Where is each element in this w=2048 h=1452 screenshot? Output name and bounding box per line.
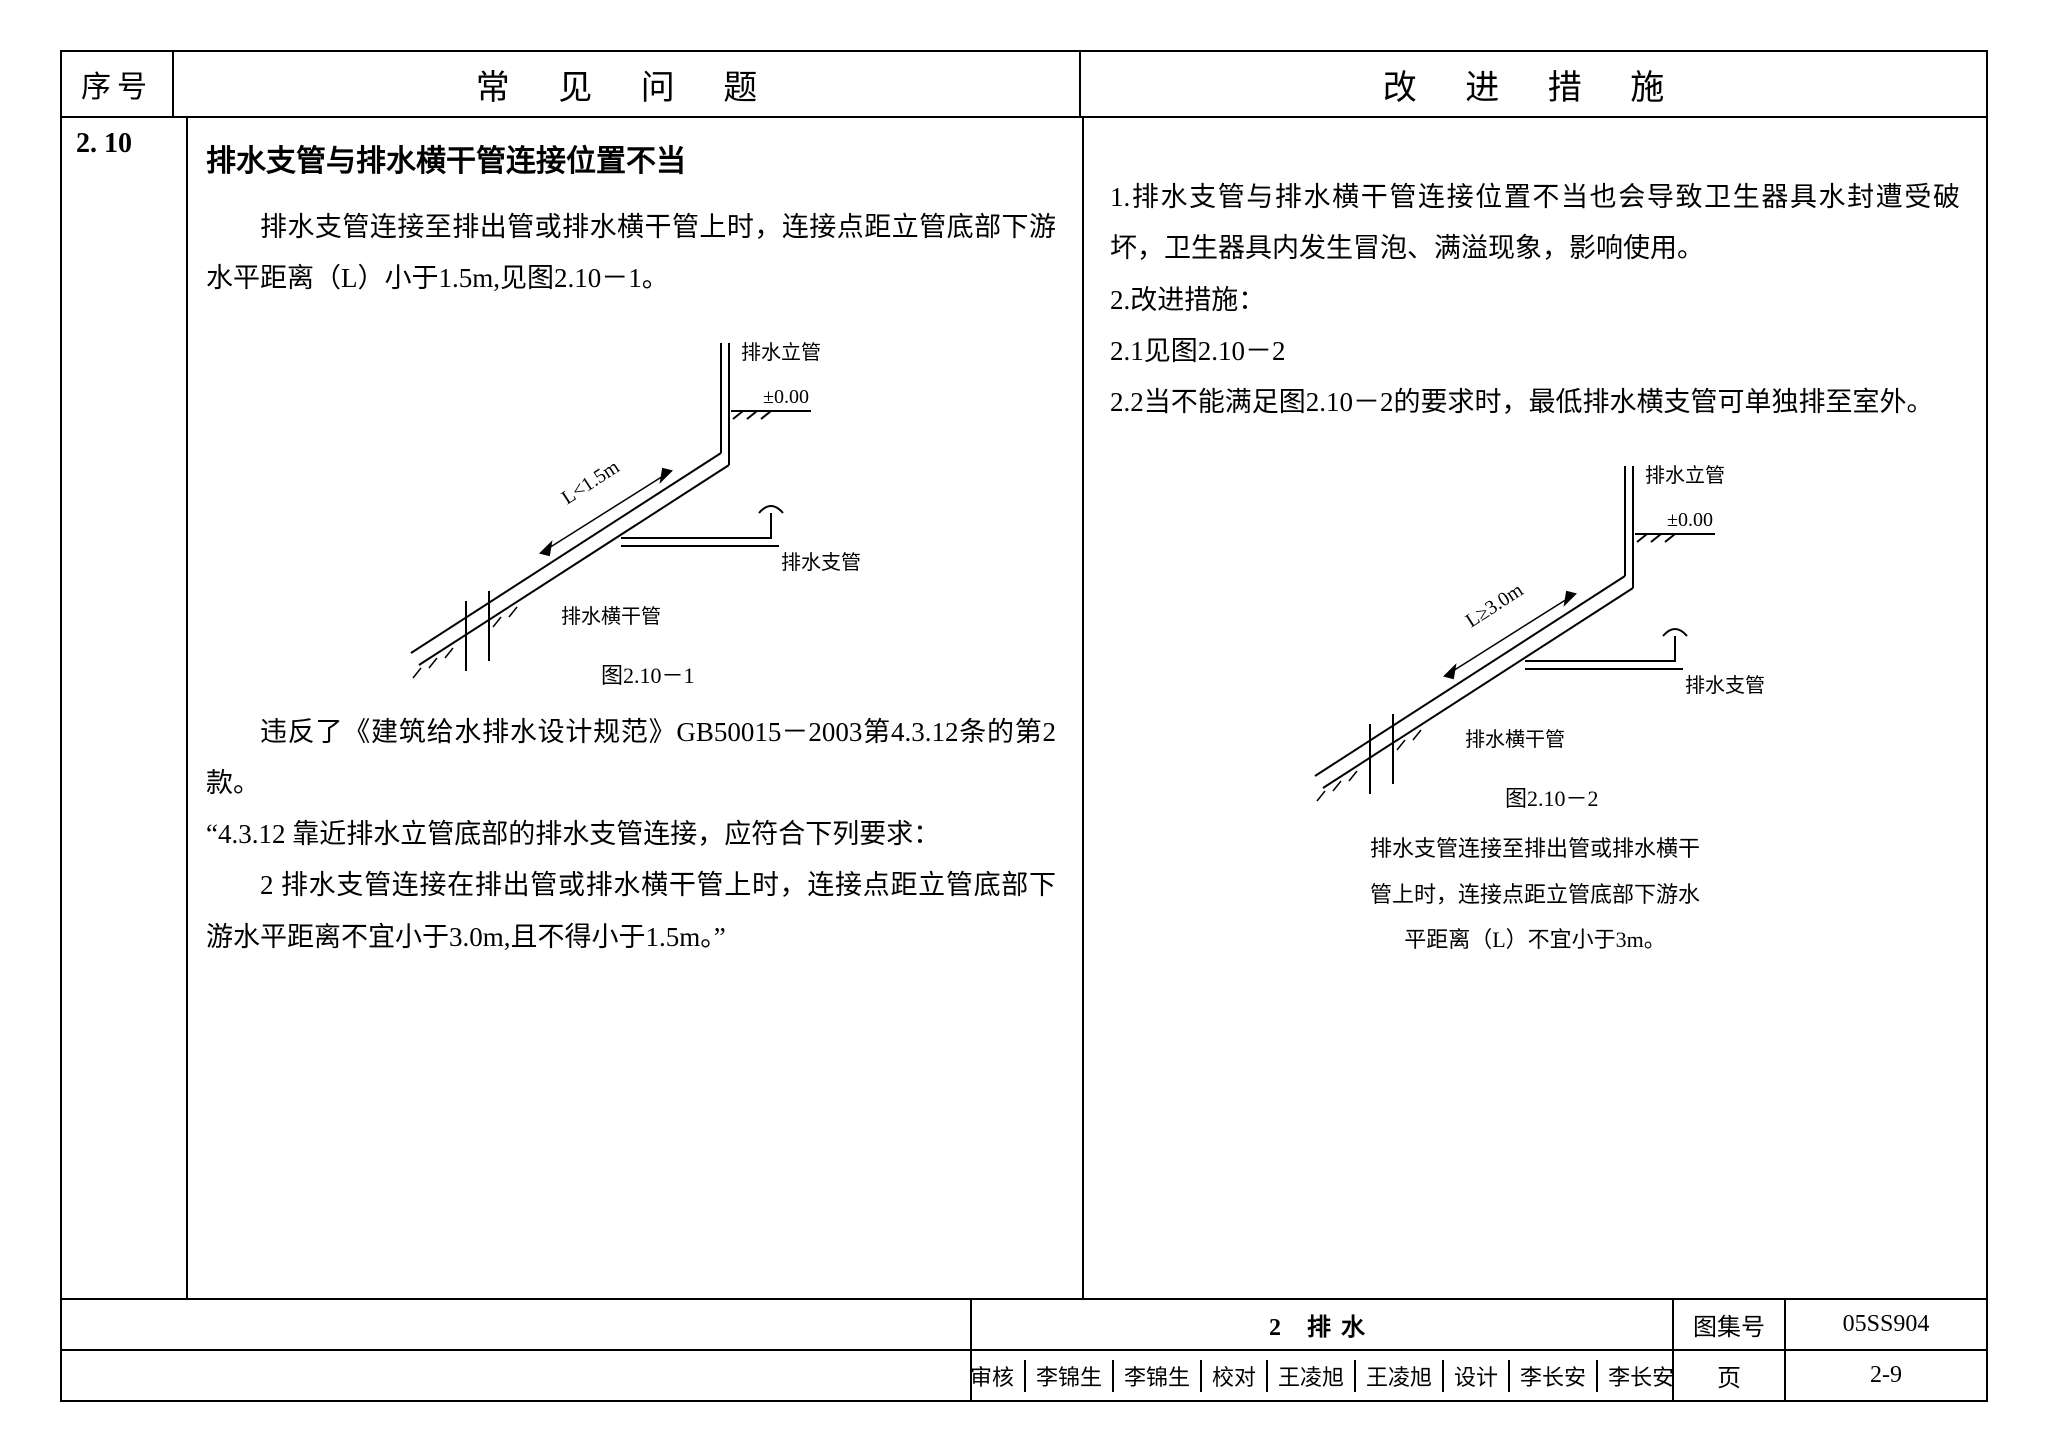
improve-para-3: 2.1见图2.10－2 (1110, 326, 1960, 377)
document-frame: 序号 常 见 问 题 改 进 措 施 2. 10 排水支管与排水横干管连接位置不… (60, 50, 1988, 1402)
fig1-label-branch: 排水支管 (781, 551, 861, 574)
fig2-label-riser: 排水立管 (1645, 464, 1725, 487)
review-sig: 李锦生 (1114, 1360, 1202, 1392)
section-title: 2 排水 (972, 1300, 1674, 1349)
table-body: 2. 10 排水支管与排水横干管连接位置不当 排水支管连接至排出管或排水横干管上… (62, 118, 1986, 1298)
problem-cell: 排水支管与排水横干管连接位置不当 排水支管连接至排出管或排水横干管上时，连接点距… (188, 118, 1084, 1298)
table-header: 序号 常 见 问 题 改 进 措 施 (62, 52, 1986, 118)
problem-title: 排水支管与排水横干管连接位置不当 (206, 136, 1056, 180)
header-problem: 常 见 问 题 (174, 52, 1081, 116)
improve-para-4: 2.2当不能满足图2.10－2的要求时，最低排水横支管可单独排至室外。 (1110, 377, 1960, 428)
improve-para-2: 2.改进措施： (1110, 275, 1960, 326)
header-seq: 序号 (62, 52, 174, 116)
fig2-label-level: ±0.00 (1667, 509, 1713, 531)
design-sig: 李长安 (1598, 1360, 1684, 1392)
problem-para-1: 排水支管连接至排出管或排水横干管上时，连接点距立管底部下游水平距离（L）小于1.… (206, 202, 1056, 305)
check-sig: 王凌旭 (1356, 1360, 1444, 1392)
review-label: 审核 (960, 1360, 1026, 1392)
page-label: 页 (1674, 1351, 1786, 1400)
design-name: 李长安 (1510, 1360, 1598, 1392)
title-block: 2 排水 图集号 05SS904 审核 李锦生 李锦生 校对 王凌旭 王凌旭 设… (62, 1298, 1986, 1400)
fig2-label-branch: 排水支管 (1685, 674, 1765, 697)
figure-2-10-2: 排水立管 ±0.00 L≥3.0m 排水支管 排水横干管 图2.10－2 (1110, 446, 1960, 816)
fig2-note-2: 管上时，连接点距立管底部下游水 (1110, 876, 1960, 913)
fig2-label-horiz: 排水横干管 (1465, 728, 1565, 751)
fig2-note-1: 排水支管连接至排出管或排水横干 (1110, 830, 1960, 867)
fig1-label-riser: 排水立管 (741, 341, 821, 364)
fig1-label-horiz: 排水横干管 (561, 605, 661, 628)
fig1-caption: 图2.10－1 (601, 663, 695, 688)
header-improve: 改 进 措 施 (1081, 52, 1986, 116)
check-name: 王凌旭 (1268, 1360, 1356, 1392)
problem-para-2: 违反了《建筑给水排水设计规范》GB50015－2003第4.3.12条的第2款。 (206, 707, 1056, 810)
fig1-label-L: L<1.5m (558, 455, 624, 509)
fig2-caption: 图2.10－2 (1505, 786, 1599, 811)
set-label: 图集号 (1674, 1300, 1786, 1349)
row-seq: 2. 10 (62, 118, 188, 1298)
fig2-label-L: L≥3.0m (1462, 579, 1528, 632)
page-value: 2-9 (1786, 1351, 1986, 1400)
review-name: 李锦生 (1026, 1360, 1114, 1392)
improve-para-1: 1.排水支管与排水横干管连接位置不当也会导致卫生器具水封遭受破坏，卫生器具内发生… (1110, 172, 1960, 275)
problem-para-4: 2 排水支管连接在排出管或排水横干管上时，连接点距立管底部下游水平距离不宜小于3… (206, 860, 1056, 963)
fig2-note-3: 平距离（L）不宜小于3m。 (1110, 921, 1960, 958)
design-label: 设计 (1444, 1360, 1510, 1392)
fig1-label-level: ±0.00 (763, 386, 809, 408)
figure-2-10-1: 排水立管 ±0.00 L<1.5m 排水支管 排水横干管 图2.10－1 (206, 323, 1056, 693)
problem-para-3: “4.3.12 靠近排水立管底部的排水支管连接，应符合下列要求： (206, 809, 1056, 860)
check-label: 校对 (1202, 1360, 1268, 1392)
set-value: 05SS904 (1786, 1300, 1986, 1349)
improve-cell: 1.排水支管与排水横干管连接位置不当也会导致卫生器具水封遭受破坏，卫生器具内发生… (1084, 118, 1986, 1298)
